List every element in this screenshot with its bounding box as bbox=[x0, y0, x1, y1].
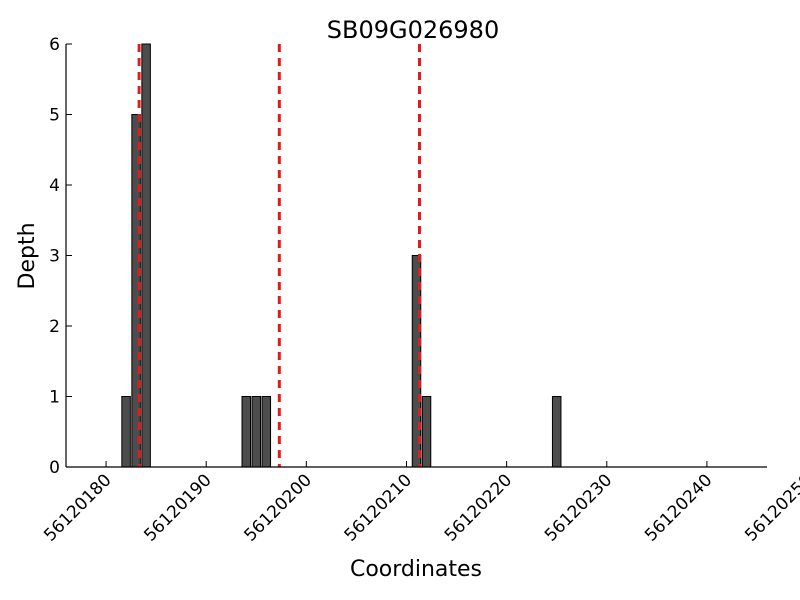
vlines-layer bbox=[137, 44, 422, 467]
x-tick-label: 56120200 bbox=[241, 470, 316, 545]
x-tick-label: 56120230 bbox=[541, 470, 616, 545]
x-axis-label: Coordinates bbox=[350, 557, 482, 582]
y-tick-label: 0 bbox=[49, 458, 60, 478]
chart-title: SB09G026980 bbox=[327, 16, 499, 44]
y-tick-label: 4 bbox=[49, 176, 60, 196]
y-tick-label: 5 bbox=[49, 106, 60, 126]
y-tick-label: 2 bbox=[49, 317, 60, 337]
x-tick-label: 56120190 bbox=[140, 470, 215, 545]
bar bbox=[141, 43, 151, 468]
bar bbox=[261, 396, 272, 468]
x-tick-label: 56120210 bbox=[341, 470, 416, 545]
bar bbox=[121, 396, 131, 468]
bars-layer bbox=[121, 43, 562, 468]
bar bbox=[251, 396, 262, 468]
y-tick-label: 3 bbox=[49, 247, 60, 267]
y-tick-label: 1 bbox=[49, 388, 60, 408]
x-tick-label: 56120240 bbox=[641, 470, 716, 545]
x-tick-label: 56120180 bbox=[40, 470, 115, 545]
bar bbox=[241, 396, 252, 468]
bar bbox=[551, 396, 562, 468]
y-axis-label: Depth bbox=[15, 222, 40, 289]
bar bbox=[421, 396, 432, 468]
y-tick-label: 6 bbox=[49, 35, 60, 55]
x-tick-label: 56120250 bbox=[741, 470, 800, 545]
x-tick-label: 56120220 bbox=[441, 470, 516, 545]
